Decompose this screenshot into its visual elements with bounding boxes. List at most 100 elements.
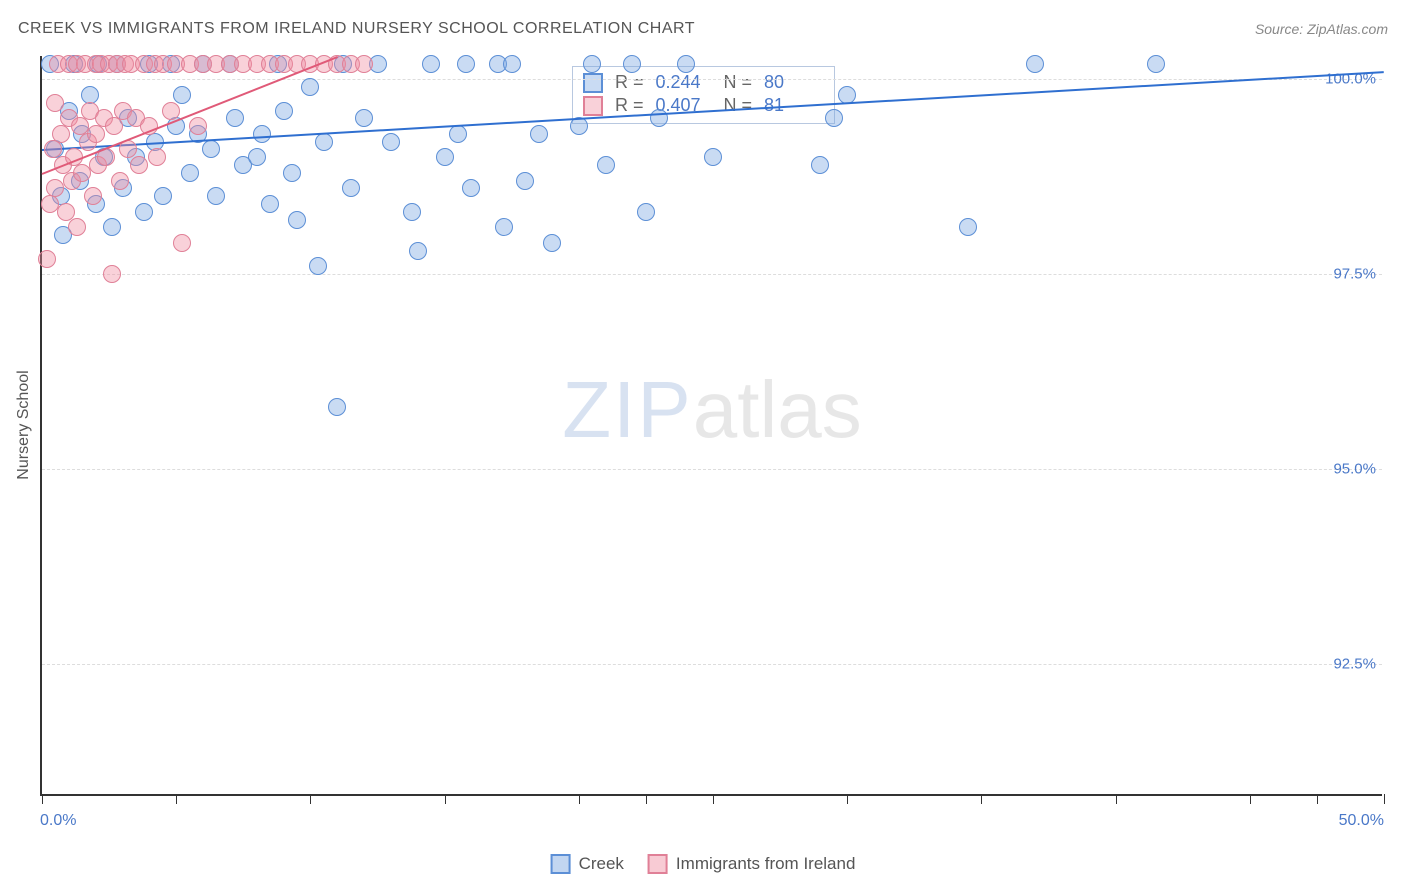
point-creek xyxy=(309,257,327,275)
point-creek xyxy=(328,398,346,416)
x-tick xyxy=(1317,794,1318,804)
point-ireland xyxy=(111,172,129,190)
y-tick-label: 95.0% xyxy=(1333,460,1376,477)
scatter-plot-area: Nursery School ZIPatlas 0.0% 50.0% R = 0… xyxy=(40,56,1382,796)
y-tick-label: 97.5% xyxy=(1333,266,1376,283)
point-creek xyxy=(677,55,695,73)
x-tick xyxy=(713,794,714,804)
r-label: R = xyxy=(615,72,644,93)
point-ireland xyxy=(148,148,166,166)
point-ireland xyxy=(38,250,56,268)
point-creek xyxy=(436,148,454,166)
point-creek xyxy=(135,203,153,221)
point-creek xyxy=(248,148,266,166)
point-creek xyxy=(181,164,199,182)
legend-item-ireland: Immigrants from Ireland xyxy=(648,854,856,874)
point-ireland xyxy=(173,234,191,252)
point-creek xyxy=(543,234,561,252)
point-ireland xyxy=(355,55,373,73)
r-label: R = xyxy=(615,95,644,116)
y-tick-label: 92.5% xyxy=(1333,655,1376,672)
x-tick xyxy=(42,794,43,804)
point-creek xyxy=(704,148,722,166)
point-creek xyxy=(825,109,843,127)
series-legend: Creek Immigrants from Ireland xyxy=(551,854,856,874)
point-creek xyxy=(382,133,400,151)
chart-header: CREEK VS IMMIGRANTS FROM IRELAND NURSERY… xyxy=(18,20,1388,38)
point-creek xyxy=(811,156,829,174)
point-creek xyxy=(597,156,615,174)
r-value-creek: 0.244 xyxy=(656,72,712,93)
point-creek xyxy=(154,187,172,205)
point-creek xyxy=(288,211,306,229)
point-creek xyxy=(422,55,440,73)
point-ireland xyxy=(52,125,70,143)
gridline xyxy=(42,664,1382,665)
point-creek xyxy=(1147,55,1165,73)
legend-label-creek: Creek xyxy=(579,854,624,874)
chart-title: CREEK VS IMMIGRANTS FROM IRELAND NURSERY… xyxy=(18,20,695,38)
x-tick xyxy=(579,794,580,804)
point-creek xyxy=(449,125,467,143)
legend-swatch-creek xyxy=(551,854,571,874)
point-creek xyxy=(530,125,548,143)
point-creek xyxy=(1026,55,1044,73)
point-ireland xyxy=(130,156,148,174)
correlation-row-creek: R = 0.244 N = 80 xyxy=(583,71,820,94)
point-creek xyxy=(315,133,333,151)
chart-source: Source: ZipAtlas.com xyxy=(1255,21,1388,37)
swatch-ireland xyxy=(583,96,603,116)
x-tick xyxy=(1116,794,1117,804)
x-tick xyxy=(646,794,647,804)
point-ireland xyxy=(103,265,121,283)
point-creek xyxy=(355,109,373,127)
point-ireland xyxy=(84,187,102,205)
point-creek xyxy=(503,55,521,73)
point-creek xyxy=(275,102,293,120)
x-tick xyxy=(310,794,311,804)
x-tick xyxy=(445,794,446,804)
point-ireland xyxy=(105,117,123,135)
point-ireland xyxy=(189,117,207,135)
point-creek xyxy=(403,203,421,221)
point-creek xyxy=(623,55,641,73)
swatch-creek xyxy=(583,73,603,93)
x-tick xyxy=(847,794,848,804)
point-creek xyxy=(226,109,244,127)
legend-item-creek: Creek xyxy=(551,854,624,874)
point-creek xyxy=(261,195,279,213)
watermark: ZIPatlas xyxy=(562,364,861,456)
point-creek xyxy=(637,203,655,221)
gridline xyxy=(42,469,1382,470)
x-tick xyxy=(1250,794,1251,804)
legend-label-ireland: Immigrants from Ireland xyxy=(676,854,856,874)
point-creek xyxy=(103,218,121,236)
x-tick xyxy=(981,794,982,804)
point-ireland xyxy=(87,125,105,143)
point-creek xyxy=(409,242,427,260)
point-creek xyxy=(516,172,534,190)
point-creek xyxy=(583,55,601,73)
n-label: N = xyxy=(724,95,753,116)
point-creek xyxy=(959,218,977,236)
point-ireland xyxy=(68,218,86,236)
point-creek xyxy=(253,125,271,143)
n-value-creek: 80 xyxy=(764,72,820,93)
point-ireland xyxy=(46,94,64,112)
point-creek xyxy=(207,187,225,205)
legend-swatch-ireland xyxy=(648,854,668,874)
n-label: N = xyxy=(724,72,753,93)
watermark-zip: ZIP xyxy=(562,365,692,454)
point-creek xyxy=(283,164,301,182)
x-axis-max-label: 50.0% xyxy=(1339,812,1384,830)
point-creek xyxy=(495,218,513,236)
x-tick xyxy=(1384,794,1385,804)
point-creek xyxy=(462,179,480,197)
gridline xyxy=(42,274,1382,275)
x-axis-min-label: 0.0% xyxy=(40,812,76,830)
point-creek xyxy=(457,55,475,73)
watermark-atlas: atlas xyxy=(693,365,862,454)
gridline xyxy=(42,79,1382,80)
point-creek xyxy=(202,140,220,158)
point-creek xyxy=(173,86,191,104)
